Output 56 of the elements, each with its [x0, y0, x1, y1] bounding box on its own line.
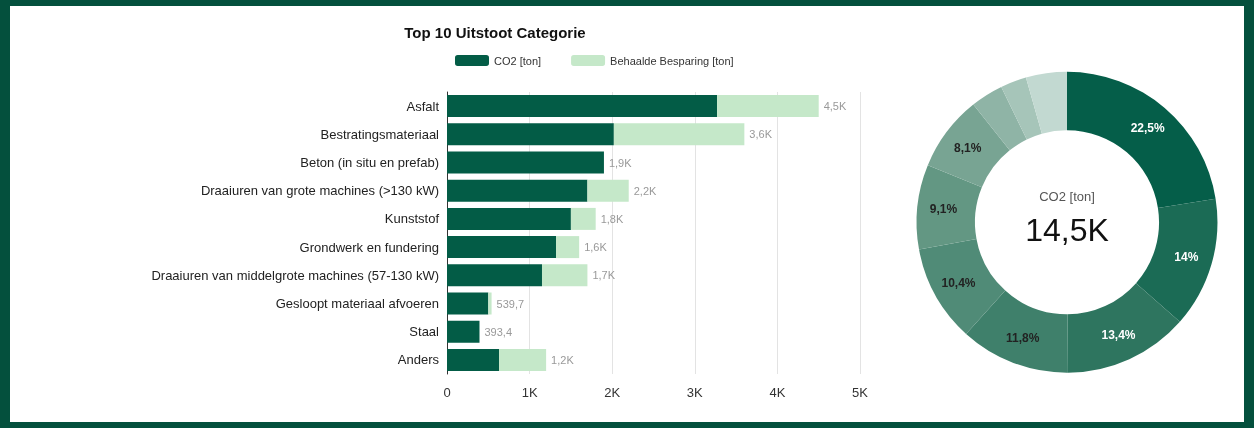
bar [570, 207, 596, 230]
total-label: 539,7 [496, 297, 525, 310]
total-label: 1,8K [600, 212, 624, 225]
bar [447, 264, 542, 287]
total-label: 2,2K [633, 184, 658, 197]
y-tick-label: Draaiuren van middelgrote machines (57-130 kW) [151, 267, 439, 283]
bar [488, 292, 492, 315]
bar [447, 292, 489, 315]
text: CO2 [ton] [1039, 189, 1095, 204]
total-label: 1,7K [592, 269, 616, 282]
data-label: 13,4% [1101, 328, 1136, 343]
bar [556, 236, 580, 259]
bar [447, 236, 557, 259]
chart-title: Top 10 Uitstoot Categorie [404, 24, 586, 41]
bar [447, 207, 571, 230]
y-tick-label: Kunststof [384, 211, 440, 227]
data-label: 14% [1174, 249, 1199, 264]
x-tick-label: 2K [604, 385, 621, 400]
bar [447, 320, 480, 343]
data-label: 10,4% [941, 275, 976, 290]
total-label: 3,6K [749, 128, 773, 141]
x-tick-label: 0 [443, 385, 451, 400]
data-label: 22,5% [1130, 120, 1166, 135]
x-tick-label: 4K [769, 385, 786, 400]
x-tick-label: 5K [852, 385, 869, 400]
total-label: 1,9K [608, 156, 633, 169]
y-tick-label: Staal [409, 324, 440, 340]
y-tick-label: Grondwerk en fundering [299, 239, 439, 255]
data-label: 8,1% [953, 140, 982, 155]
bar [499, 348, 547, 371]
bar [447, 95, 718, 118]
bar [541, 264, 588, 287]
text: 14,5K [1025, 212, 1109, 248]
bar [587, 179, 629, 202]
total-label: 1,2K [551, 353, 575, 366]
x-tick-label: 3K [686, 385, 704, 400]
total-label: 393,4 [484, 325, 513, 338]
bar [717, 95, 819, 118]
x-tick-label: 1K [521, 385, 538, 400]
bar [447, 348, 500, 371]
bar [447, 151, 604, 174]
y-tick-label: Gesloopt materiaal afvoeren [275, 296, 439, 311]
y-tick-label: Bestratingsmateriaal [320, 126, 440, 142]
bar [447, 123, 614, 146]
data-label: 9,1% [929, 202, 958, 217]
total-label: 1,6K [584, 241, 608, 254]
y-tick-label: Draaiuren van grote machines (>130 kW) [200, 183, 439, 199]
y-tick-label: Asfalt [406, 98, 440, 114]
legend-label: CO2 [ton] [494, 54, 542, 67]
y-tick-label: Anders [397, 352, 440, 368]
y-tick-label: Beton (in situ en prefab) [300, 155, 439, 170]
total-label: 4,5K [823, 100, 847, 113]
data-label: 11,8% [1006, 331, 1040, 346]
legend-label: Behaalde Besparing [ton] [610, 54, 734, 67]
bar [613, 123, 745, 146]
bar [447, 179, 588, 202]
